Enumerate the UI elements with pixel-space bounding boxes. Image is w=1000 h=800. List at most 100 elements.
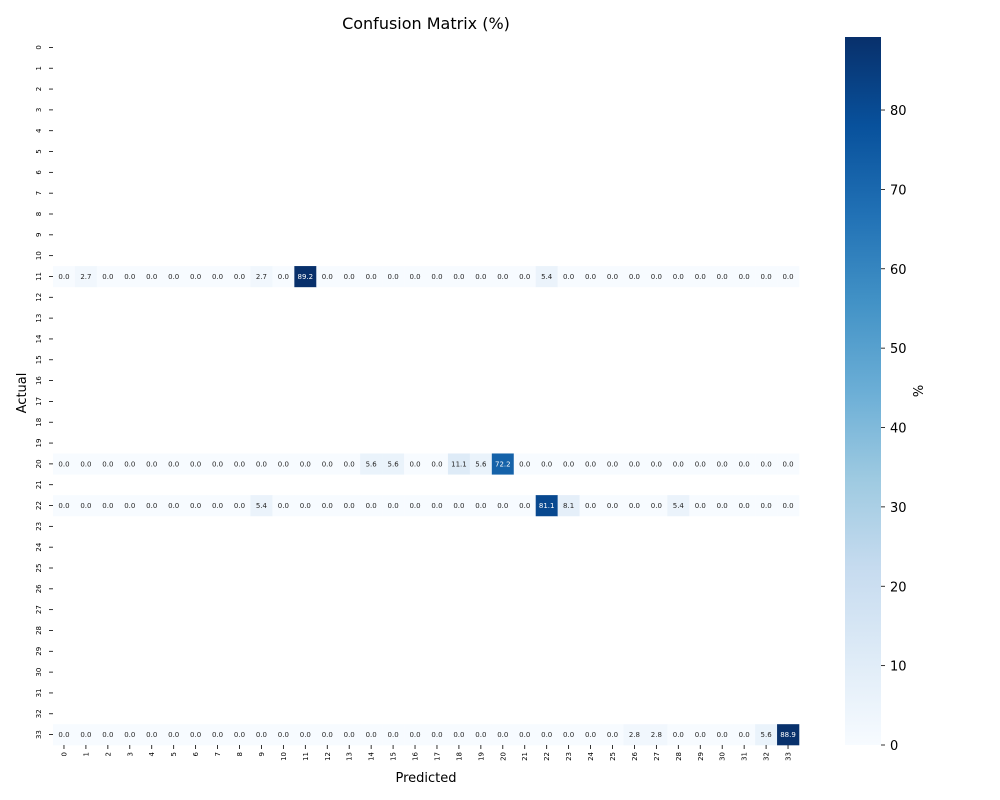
heatmap-cell [755, 453, 778, 475]
cell-value-label: 0.0 [629, 460, 640, 468]
cell-value-label: 0.0 [585, 502, 596, 510]
heatmap-cell [53, 495, 76, 517]
cell-value-label: 0.0 [278, 460, 289, 468]
cell-value-label: 0.0 [322, 731, 333, 739]
colorbar-tick-label: 0 [890, 739, 898, 754]
cell-value-label: 0.0 [190, 502, 201, 510]
heatmap-cell [777, 724, 800, 746]
heatmap-cell [96, 724, 120, 746]
heatmap-cell [711, 266, 734, 288]
cell-value-label: 0.0 [519, 502, 530, 510]
heatmap-cell [513, 453, 536, 475]
heatmap-cell [623, 495, 646, 517]
x-tick-label: 26 [631, 751, 639, 760]
heatmap-cell [447, 453, 471, 475]
x-tick-label: 32 [763, 752, 771, 761]
cell-value-label: 5.6 [475, 460, 487, 468]
cell-value-label: 0.0 [651, 273, 662, 281]
heatmap-cell [206, 495, 229, 517]
cell-value-label: 0.0 [563, 273, 574, 281]
cell-value-label: 0.0 [717, 460, 728, 468]
cell-value-label: 0.0 [234, 502, 245, 510]
x-tick-label: 12 [324, 752, 332, 761]
cell-value-label: 0.0 [80, 731, 91, 739]
x-tick-label: 4 [148, 751, 156, 756]
colorbar [845, 37, 881, 745]
cell-value-label: 0.0 [585, 273, 596, 281]
heatmap-cell [535, 453, 558, 475]
heatmap-cell [689, 724, 712, 746]
heatmap-cell [579, 724, 602, 746]
y-tick-label: 32 [35, 709, 43, 718]
cell-value-label: 0.0 [168, 273, 179, 281]
y-tick-label: 3 [35, 108, 43, 112]
heatmap-cell [360, 495, 383, 517]
cell-value-label: 88.9 [780, 731, 796, 739]
heatmap-cell [140, 266, 163, 288]
cell-value-label: 0.0 [782, 273, 793, 281]
y-tick-label: 7 [35, 191, 43, 195]
cell-value-label: 0.0 [388, 502, 399, 510]
heatmap-cell [338, 453, 361, 475]
heatmap-cell [623, 266, 646, 288]
heatmap-cell [118, 453, 142, 475]
heatmap-cell [338, 724, 361, 746]
heatmap-cell [447, 266, 471, 288]
heatmap-cell [601, 453, 624, 475]
cell-value-label: 0.0 [146, 502, 157, 510]
cell-value-label: 0.0 [344, 502, 355, 510]
heatmap-cell [184, 495, 207, 517]
heatmap-cell [579, 453, 602, 475]
heatmap-cell [206, 724, 229, 746]
cell-value-label: 0.0 [300, 460, 311, 468]
heatmap-cell [755, 266, 778, 288]
heatmap-cell [426, 266, 449, 288]
cell-value-label: 0.0 [739, 502, 750, 510]
x-axis-ticks: 0 1 2 3 4 5 6 7 8 9 10 11 12 13 14 15 16 17 18 19 20 21 22 23 24… [60, 745, 793, 761]
y-tick-label: 2 [35, 87, 43, 91]
cell-value-label: 0.0 [673, 460, 684, 468]
y-tick-label: 4 [35, 128, 43, 133]
colorbar-tick-label: 60 [890, 263, 907, 278]
heatmap-cell [272, 266, 295, 288]
y-tick-label: 11 [35, 272, 43, 281]
heatmap-cell [74, 453, 98, 475]
cell-value-label: 0.0 [585, 460, 596, 468]
heatmap-cell [250, 724, 273, 746]
cell-value-label: 2.7 [256, 273, 267, 281]
cell-value-label: 0.0 [234, 273, 245, 281]
cell-value-label: 0.0 [717, 273, 728, 281]
cell-value-label: 0.0 [300, 731, 311, 739]
cell-value-label: 0.0 [124, 460, 135, 468]
y-tick-label: 33 [35, 730, 43, 739]
cell-value-label: 0.0 [278, 731, 289, 739]
cell-value-label: 0.0 [431, 460, 442, 468]
x-tick-label: 29 [697, 752, 705, 761]
heatmap-cell [96, 266, 120, 288]
x-tick-label: 22 [543, 752, 551, 761]
cell-value-label: 0.0 [541, 460, 552, 468]
heatmap-cell [777, 266, 800, 288]
y-tick-label: 0 [35, 45, 43, 49]
x-tick-label: 6 [192, 751, 200, 756]
cell-value-label: 0.0 [782, 502, 793, 510]
cell-value-label: 11.1 [451, 460, 467, 468]
heatmap-cell [755, 724, 778, 746]
heatmap-cell [184, 453, 207, 475]
heatmap-cell [140, 453, 163, 475]
cell-value-label: 0.0 [651, 502, 662, 510]
cell-value-label: 89.2 [298, 273, 314, 281]
heatmap-cell [228, 495, 251, 517]
heatmap-cell [733, 724, 756, 746]
cell-value-label: 0.0 [607, 460, 618, 468]
heatmap-cell [557, 495, 580, 517]
heatmap-cell [118, 724, 142, 746]
y-tick-label: 27 [35, 605, 43, 614]
heatmap-cell [557, 724, 580, 746]
heatmap-cell [667, 453, 690, 475]
heatmap-cell [667, 266, 690, 288]
cell-value-label: 0.0 [234, 460, 245, 468]
heatmap-cell [447, 495, 471, 517]
cell-value-label: 81.1 [539, 502, 555, 510]
cell-value-label: 0.0 [607, 502, 618, 510]
